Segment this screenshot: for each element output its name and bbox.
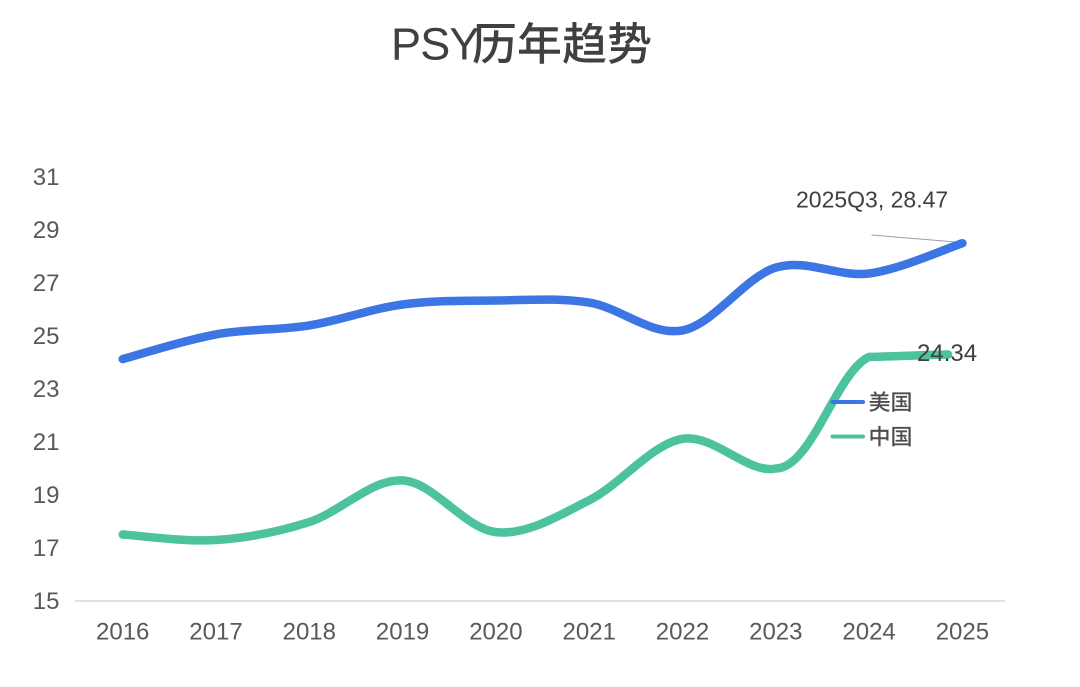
svg-text:2024: 2024 <box>842 619 895 646</box>
svg-text:2017: 2017 <box>189 619 242 646</box>
svg-text:27: 27 <box>33 270 60 297</box>
svg-text:25: 25 <box>33 323 60 350</box>
svg-text:29: 29 <box>33 217 60 244</box>
svg-text:PSY: PSY <box>391 19 479 70</box>
svg-text:17: 17 <box>33 535 60 562</box>
svg-text:2018: 2018 <box>283 619 336 646</box>
svg-text:23: 23 <box>33 376 60 403</box>
svg-text:2019: 2019 <box>376 619 429 646</box>
svg-text:2021: 2021 <box>563 619 616 646</box>
svg-text:2025Q3, 28.47: 2025Q3, 28.47 <box>796 187 948 213</box>
svg-text:31: 31 <box>33 164 60 191</box>
svg-text:2023: 2023 <box>749 619 802 646</box>
svg-text:2020: 2020 <box>469 619 522 646</box>
svg-text:2016: 2016 <box>96 619 149 646</box>
svg-text:2022: 2022 <box>656 619 709 646</box>
svg-text:15: 15 <box>33 588 60 615</box>
svg-text:21: 21 <box>33 429 60 456</box>
svg-text:2025: 2025 <box>936 619 989 646</box>
svg-text:24.34: 24.34 <box>917 340 977 367</box>
svg-text:19: 19 <box>33 482 60 509</box>
